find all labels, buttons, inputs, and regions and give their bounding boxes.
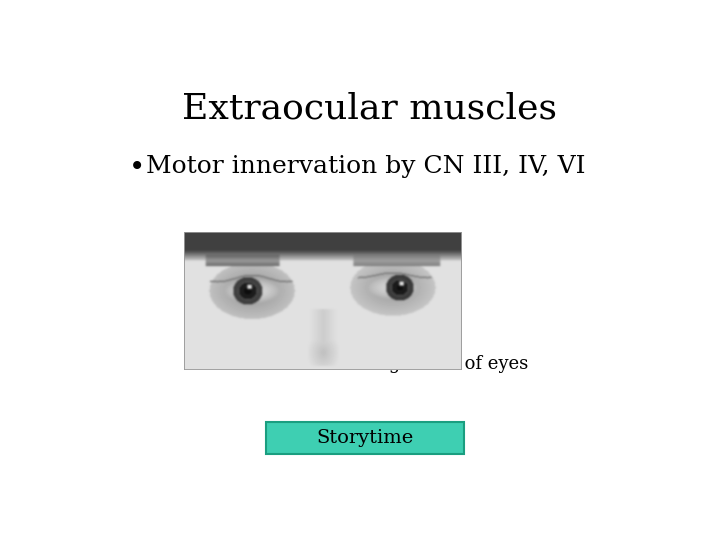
Text: •: • — [129, 153, 145, 181]
Text: Strabismus= misalignment of eyes: Strabismus= misalignment of eyes — [210, 355, 528, 373]
Text: Storytime: Storytime — [316, 429, 413, 447]
FancyBboxPatch shape — [266, 422, 464, 454]
Text: Motor innervation by CN III, IV, VI: Motor innervation by CN III, IV, VI — [145, 155, 585, 178]
Text: Extraocular muscles: Extraocular muscles — [181, 91, 557, 125]
